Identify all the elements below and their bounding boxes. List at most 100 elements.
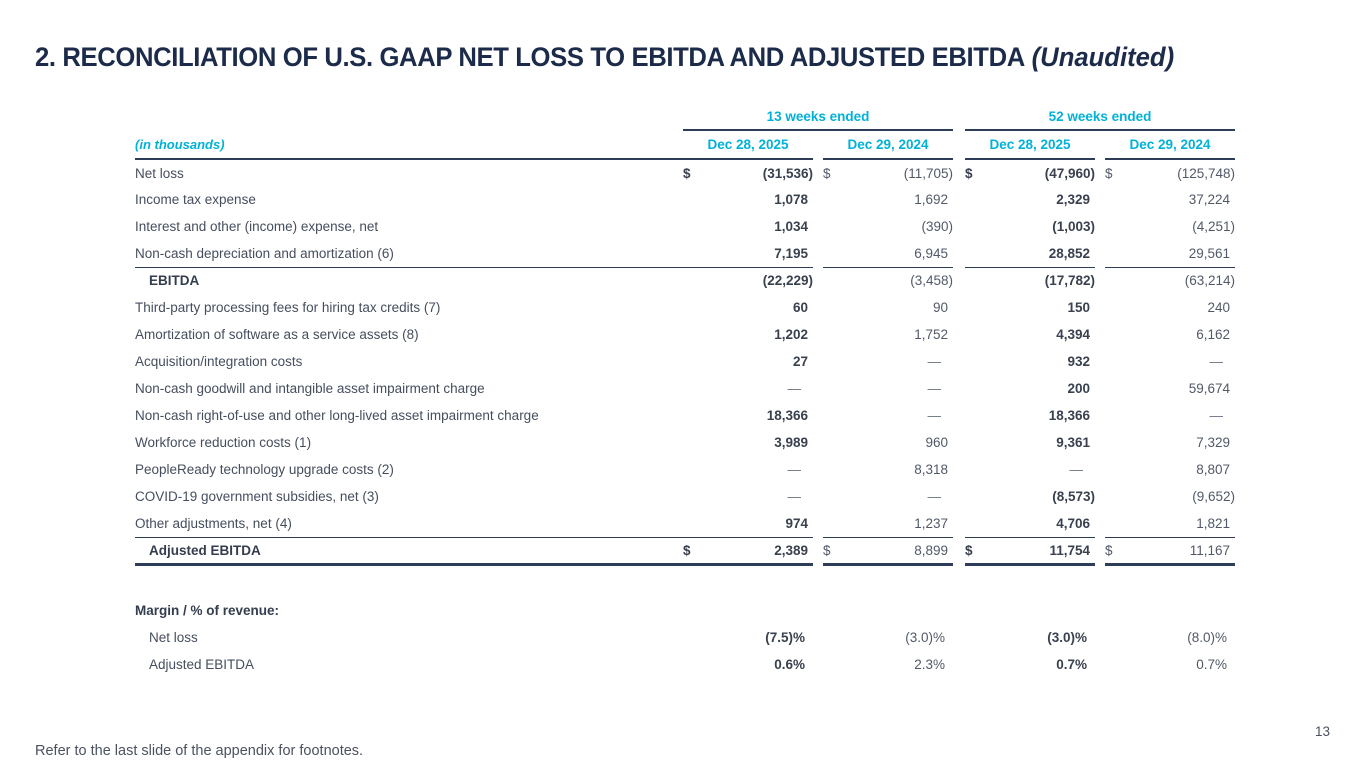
cell-value: 9,361	[1056, 435, 1090, 450]
table-row-adjusted-ebitda: Adjusted EBITDA $ 2,389 $ 8,899 $ 11,754…	[135, 537, 1235, 566]
cell-value: —	[927, 408, 942, 423]
cell-value: (47,960)	[1044, 165, 1095, 181]
margin-heading-row: Margin / % of revenue:	[135, 597, 1235, 624]
currency-symbol: $	[1105, 537, 1127, 566]
cell-value: —	[927, 381, 942, 396]
cell-value: 1,034	[774, 219, 808, 234]
cell-value: 6,945	[845, 240, 953, 268]
table-row-net-loss: Net loss $ (31,536) $ (11,705) $ (47,960…	[135, 159, 1235, 186]
cell-value: 2,389	[705, 537, 813, 566]
table-row-covid-subsidies: COVID-19 government subsidies, net (3) —…	[135, 483, 1235, 510]
page-title-unaudited: (Unaudited)	[1031, 42, 1175, 72]
margin-section-table: Margin / % of revenue: Net loss (7.5)% (…	[135, 597, 1235, 678]
cell-value: 11,167	[1127, 537, 1235, 566]
page-title: 2. RECONCILIATION OF U.S. GAAP NET LOSS …	[35, 42, 1174, 73]
cell-value: 1,078	[774, 192, 808, 207]
column-header: Dec 28, 2025	[683, 130, 813, 160]
cell-value: 1,821	[1127, 510, 1235, 538]
cell-value: 18,366	[766, 408, 808, 423]
cell-value: 974	[705, 510, 813, 538]
cell-value: 59,674	[1188, 381, 1230, 396]
currency-symbol: $	[683, 165, 691, 181]
page-number: 13	[1314, 724, 1330, 739]
cell-value: 932	[1067, 354, 1090, 369]
currency-symbol: $	[823, 537, 845, 566]
row-label: Adjusted EBITDA	[135, 537, 683, 566]
cell-value: 8,899	[845, 537, 953, 566]
row-label: PeopleReady technology upgrade costs (2)	[135, 462, 394, 477]
cell-value: (22,229)	[762, 273, 813, 289]
row-label: Third-party processing fees for hiring t…	[135, 300, 441, 315]
cell-value: (8,573)	[1052, 489, 1095, 504]
cell-value: 11,754	[987, 537, 1095, 566]
column-header: Dec 28, 2025	[965, 130, 1095, 160]
row-label: Income tax expense	[135, 192, 256, 207]
cell-value: 60	[792, 300, 808, 315]
cell-value: 1,752	[914, 327, 948, 342]
margin-heading: Margin / % of revenue:	[135, 603, 280, 618]
cell-value: 37,224	[1188, 192, 1230, 207]
table-row-income-tax: Income tax expense 1,078 1,692 2,329 37,…	[135, 186, 1235, 213]
table-row-third-party-fees: Third-party processing fees for hiring t…	[135, 294, 1235, 321]
table-row-depreciation: Non-cash depreciation and amortization (…	[135, 240, 1235, 268]
cell-value: (31,536)	[762, 165, 813, 181]
cell-value: 29,561	[1127, 240, 1235, 268]
margin-row-net-loss: Net loss (7.5)% (3.0)% (3.0)% (8.0)%	[135, 624, 1235, 651]
units-label: (in thousands)	[135, 130, 683, 160]
cell-value: (3.0)%	[905, 630, 945, 645]
cell-value: (17,782)	[1044, 273, 1095, 289]
group-header-row: 13 weeks ended 52 weeks ended	[135, 104, 1235, 131]
cell-value: (7.5)%	[765, 630, 805, 645]
cell-value: (63,214)	[1184, 273, 1235, 289]
cell-value: 27	[792, 354, 808, 369]
group-header-52-weeks: 52 weeks ended	[965, 104, 1235, 131]
table-row-rou-impairment: Non-cash right-of-use and other long-liv…	[135, 402, 1235, 429]
cell-value: 4,706	[987, 510, 1095, 538]
cell-value: 4,394	[1056, 327, 1090, 342]
cell-value: (390)	[921, 219, 953, 234]
table-row-interest: Interest and other (income) expense, net…	[135, 213, 1235, 240]
cell-value: 7,329	[1196, 435, 1230, 450]
column-header: Dec 29, 2024	[1105, 130, 1235, 160]
reconciliation-table: 13 weeks ended 52 weeks ended (in thousa…	[135, 104, 1235, 566]
cell-value: 1,202	[774, 327, 808, 342]
cell-value: 18,366	[1048, 408, 1090, 423]
cell-value: 8,318	[914, 462, 948, 477]
cell-value: 240	[1207, 300, 1230, 315]
row-label: Non-cash goodwill and intangible asset i…	[135, 381, 485, 396]
cell-value: 960	[925, 435, 948, 450]
cell-value: (1,003)	[1052, 219, 1095, 234]
cell-value: 1,237	[845, 510, 953, 538]
cell-value: 3,989	[774, 435, 808, 450]
cell-value: 150	[1067, 300, 1090, 315]
table-row-acquisition: Acquisition/integration costs 27 — 932 —	[135, 348, 1235, 375]
group-header-13-weeks: 13 weeks ended	[683, 104, 953, 131]
cell-value: —	[1209, 408, 1224, 423]
row-label: Workforce reduction costs (1)	[135, 435, 312, 450]
cell-value: —	[1209, 354, 1224, 369]
cell-value: —	[787, 462, 802, 477]
table-row-other-adjustments: Other adjustments, net (4) 974 1,237 4,7…	[135, 510, 1235, 538]
table-row-saas-amortization: Amortization of software as a service as…	[135, 321, 1235, 348]
row-label: Acquisition/integration costs	[135, 354, 303, 369]
cell-value: (3.0)%	[1047, 630, 1087, 645]
cell-value: 7,195	[705, 240, 813, 268]
currency-symbol: $	[965, 537, 987, 566]
cell-value: 8,807	[1196, 462, 1230, 477]
row-label: EBITDA	[149, 273, 200, 289]
cell-value: 1,692	[914, 192, 948, 207]
table-row-peopleready-upgrade: PeopleReady technology upgrade costs (2)…	[135, 456, 1235, 483]
row-label: Amortization of software as a service as…	[135, 327, 419, 342]
cell-value: 28,852	[987, 240, 1095, 268]
margin-row-adjusted-ebitda: Adjusted EBITDA 0.6% 2.3% 0.7% 0.7%	[135, 651, 1235, 678]
date-header-row: (in thousands) Dec 28, 2025 Dec 29, 2024…	[135, 130, 1235, 160]
cell-value: —	[927, 489, 942, 504]
row-label: Net loss	[149, 630, 198, 645]
row-label: Adjusted EBITDA	[149, 657, 255, 672]
cell-value: 90	[932, 300, 948, 315]
cell-value: 2,329	[1056, 192, 1090, 207]
table-row-ebitda: EBITDA (22,229) (3,458) (17,782) (63,214…	[135, 267, 1235, 294]
cell-value: —	[787, 489, 802, 504]
row-label: Non-cash right-of-use and other long-liv…	[135, 408, 539, 423]
